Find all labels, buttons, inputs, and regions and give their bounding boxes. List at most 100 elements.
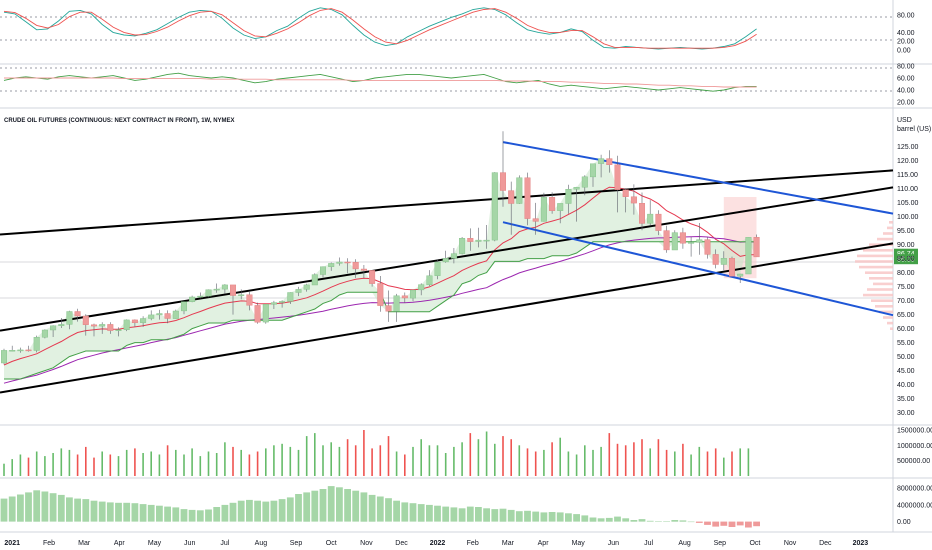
price-tick-label: 125.00 xyxy=(897,144,919,151)
open-interest-bar xyxy=(156,505,163,522)
open-interest-bar xyxy=(507,509,515,522)
volume-bar xyxy=(76,454,79,476)
candle xyxy=(467,237,474,242)
volume-profile-bar xyxy=(859,265,893,269)
candle xyxy=(1,350,7,364)
candle xyxy=(164,313,171,319)
volume-profile-bar xyxy=(883,232,893,235)
time-scale[interactable]: 2021 Feb Mar Apr May Jun Jul Aug Sep Oct Nov Dec 202… xyxy=(4,540,868,547)
candle xyxy=(9,350,16,352)
volume-bar xyxy=(706,451,709,476)
price-scale[interactable]: 125.00 120.00 115.00 110.00 105.00 100.00 95.0… xyxy=(897,144,919,417)
volume-profile-bar xyxy=(879,310,893,314)
open-interest-bar xyxy=(17,494,24,522)
trendline-channel-lower xyxy=(0,242,894,394)
volume-bar xyxy=(584,445,586,476)
volume-bar xyxy=(674,451,676,476)
time-tick-label: 2023 xyxy=(853,540,869,547)
time-tick-label: Nov xyxy=(784,540,797,547)
volume-profile-bar xyxy=(883,316,893,319)
open-interest-bar xyxy=(205,509,212,522)
open-interest-pane[interactable]: 8000000.00 4000000.00 0.00 xyxy=(0,486,932,528)
candle xyxy=(311,274,318,286)
time-tick-label: May xyxy=(572,540,586,547)
volume-profile-bar xyxy=(865,271,893,274)
trendline-falling-upper xyxy=(502,141,894,215)
candle xyxy=(246,294,253,306)
volume-bar xyxy=(616,443,619,476)
open-interest-bar xyxy=(303,492,311,522)
open-interest-bar xyxy=(499,508,507,522)
volume-bar xyxy=(633,442,635,476)
open-interest-bar xyxy=(262,501,270,522)
volume-bar xyxy=(346,439,349,476)
volume-bar xyxy=(125,449,128,476)
candle xyxy=(581,176,588,188)
candle xyxy=(74,311,81,317)
open-interest-bar xyxy=(540,512,548,522)
price-pane[interactable]: 86.7486.00 xyxy=(0,131,918,394)
price-tick-label: 105.00 xyxy=(897,200,919,207)
volume-bar xyxy=(567,451,570,476)
volume-profile-bar xyxy=(887,321,893,325)
open-interest-bar xyxy=(49,493,57,522)
open-interest-bar xyxy=(581,515,589,522)
time-tick-label: Nov xyxy=(360,540,373,547)
volume-bar xyxy=(256,451,259,476)
time-tick-label: May xyxy=(148,540,162,547)
open-interest-bar xyxy=(311,490,319,522)
candle xyxy=(704,239,711,255)
open-interest-bar xyxy=(82,499,90,522)
volume-bar xyxy=(142,453,144,476)
candle xyxy=(491,172,498,241)
candle xyxy=(328,263,335,267)
volume-bar xyxy=(363,430,365,476)
volume-profile-bar xyxy=(887,226,893,230)
time-tick-label: Mar xyxy=(78,540,91,547)
open-interest-bar xyxy=(237,500,245,522)
candle xyxy=(107,324,114,331)
time-tick-label: 2021 xyxy=(4,540,20,547)
volume-bar xyxy=(592,449,594,476)
open-interest-bar xyxy=(605,517,613,522)
open-interest-bar xyxy=(466,506,474,522)
open-interest-bar xyxy=(385,498,392,522)
volume-bar xyxy=(665,449,668,476)
volume-profile-bar xyxy=(889,221,893,224)
open-interest-bar xyxy=(728,521,736,527)
price-tick-label: 110.00 xyxy=(897,186,918,193)
volume-profile-bar xyxy=(873,282,893,286)
volume-bar xyxy=(240,449,242,476)
candle xyxy=(66,311,73,325)
rsi-pane[interactable]: 80.00 60.00 40.00 20.00 xyxy=(3,64,915,107)
open-interest-bar xyxy=(344,489,351,522)
volume-bar xyxy=(485,431,488,476)
volume-profile-bar xyxy=(877,237,893,241)
candle xyxy=(17,349,24,352)
stochastic-pane[interactable]: 80.00 40.00 20.00 0.00 xyxy=(3,7,915,55)
volume-profile-bar xyxy=(869,277,893,280)
open-interest-bar xyxy=(556,512,564,522)
candle xyxy=(426,275,433,285)
open-interest-bar xyxy=(753,521,760,527)
time-tick-label: Jul xyxy=(644,540,653,547)
candle xyxy=(336,261,343,264)
open-interest-bar xyxy=(393,500,400,522)
volume-bar xyxy=(158,454,161,476)
volume-bar xyxy=(387,436,390,476)
stochastic-tick-label: 0.00 xyxy=(897,48,911,55)
candle xyxy=(729,258,736,277)
volume-pane[interactable]: 1500000.00 1000000.00 500000.00 xyxy=(3,428,932,477)
volume-bar xyxy=(68,449,71,476)
candle xyxy=(557,203,564,211)
open-interest-bar xyxy=(196,510,204,522)
candle xyxy=(500,172,507,191)
candle xyxy=(688,242,695,244)
candle xyxy=(442,258,449,263)
open-interest-bar xyxy=(360,492,368,522)
open-interest-bar xyxy=(663,521,670,522)
volume-bar xyxy=(101,451,103,476)
candle xyxy=(540,197,547,222)
price-tick-label: 35.00 xyxy=(897,396,915,403)
